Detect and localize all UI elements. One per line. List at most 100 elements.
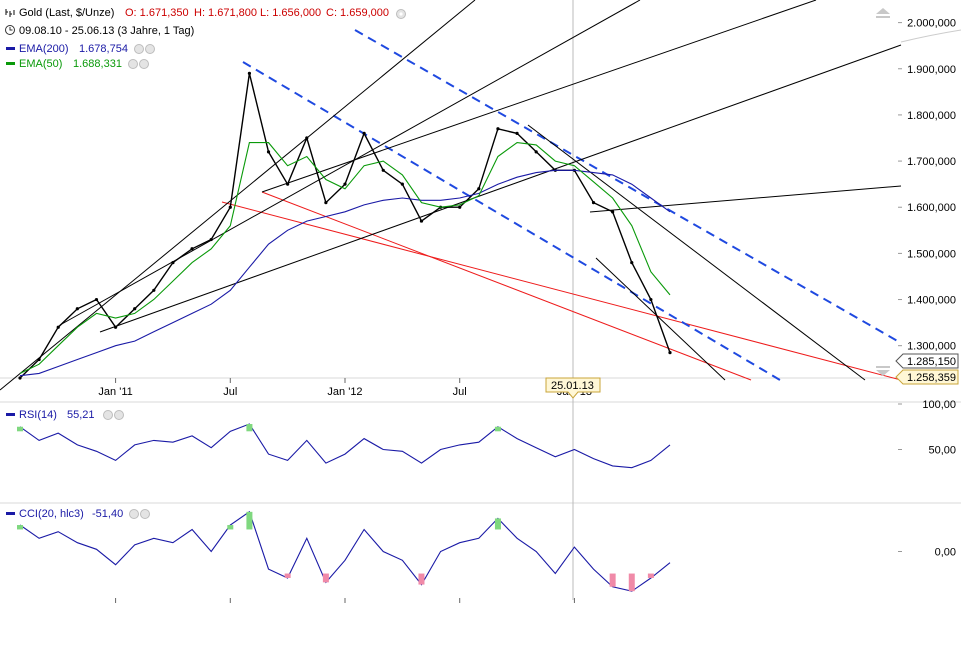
trend-blue-dashed-upper xyxy=(354,29,902,344)
price-point xyxy=(209,237,213,242)
price-y-tick-label: 1.700,000 xyxy=(907,156,956,168)
price-y-tick-label: 1.400,000 xyxy=(907,295,956,307)
x-tick-label: Jan '12 xyxy=(327,386,362,398)
price-point xyxy=(515,131,519,135)
cci-oversold-fill xyxy=(418,573,425,585)
ema50-label[interactable]: EMA(50) xyxy=(19,58,62,70)
crosshair-date-text: 25.01.13 xyxy=(551,380,594,392)
price-point xyxy=(381,168,385,172)
price-series xyxy=(18,71,672,380)
price-y-tick-label: 2.000,000 xyxy=(907,18,956,30)
last-price-tag-text: 1.285,150 xyxy=(907,356,956,368)
cci-overbought-fill xyxy=(494,518,501,530)
close-value: C: 1.659,000 xyxy=(326,7,389,19)
price-point xyxy=(113,325,118,329)
price-y-tick-label: 1.900,000 xyxy=(907,64,956,76)
cci-settings-icon[interactable] xyxy=(129,509,150,519)
price-point xyxy=(343,182,347,186)
ema200-line xyxy=(19,169,671,377)
price-point xyxy=(94,297,99,302)
cci-color-swatch xyxy=(6,512,15,515)
rsi-overbought-fill xyxy=(494,426,501,432)
cci-value: -51,40 xyxy=(92,508,123,520)
x-tick-label: Jan '11 xyxy=(98,386,132,398)
cci-oversold-fill xyxy=(628,573,635,592)
price-point xyxy=(419,219,424,223)
ema50-settings-icon[interactable] xyxy=(128,59,149,69)
price-point xyxy=(534,150,538,154)
price-point xyxy=(630,261,634,265)
price-y-axis: 1.300,000 1.400,000 1.500,000 1.600,000 1.70… xyxy=(898,18,956,353)
ema200-value: 1.678,754 xyxy=(79,43,128,55)
period-range[interactable]: 09.08.10 - 25.06.13 (3 Jahre, 1 Tag) xyxy=(19,25,194,37)
trend-black-2 xyxy=(59,0,641,326)
rsi-settings-icon[interactable] xyxy=(103,410,124,420)
price-point xyxy=(266,150,271,154)
price-y-tick-label: 1.500,000 xyxy=(907,248,956,260)
price-point xyxy=(37,357,41,362)
price-point xyxy=(458,205,462,209)
trend-black-6 xyxy=(527,124,866,381)
cci-series: 0,00 xyxy=(17,510,956,592)
price-point xyxy=(171,261,175,265)
ema200-label[interactable]: EMA(200) xyxy=(19,43,69,55)
open-value: O: 1.671,350 xyxy=(125,7,189,19)
rsi-value: 55,21 xyxy=(67,409,95,421)
price-y-tick-label: 1.800,000 xyxy=(907,110,956,122)
ema200-settings-icon[interactable] xyxy=(134,44,155,54)
cci-overbought-fill xyxy=(17,525,23,530)
price-y-tick-label: 1.300,000 xyxy=(907,341,956,353)
clock-icon xyxy=(5,25,15,35)
instrument-name[interactable]: Gold (Last, $/Unze) xyxy=(19,7,114,19)
ema50-line xyxy=(19,142,671,374)
ema50-color-swatch xyxy=(6,62,15,65)
price-point xyxy=(477,187,481,191)
price-point xyxy=(305,136,309,140)
price-y-tick-label: 1.600,000 xyxy=(907,202,956,214)
price-point xyxy=(286,182,290,186)
rsi-overbought-fill xyxy=(17,426,23,432)
price-point xyxy=(190,247,194,251)
price-point xyxy=(400,182,404,186)
trend-blue-dashed-lower xyxy=(242,61,781,381)
rsi-line xyxy=(19,423,671,469)
price-point xyxy=(228,205,232,209)
price-point xyxy=(611,210,615,214)
last-price-tag: 1.285,150 xyxy=(895,353,959,369)
legend: Gold (Last, $/Unze) O: 1.671,350 H: 1.67… xyxy=(5,7,406,520)
scroll-up-icon[interactable] xyxy=(876,8,890,18)
ema-price-tag: 1.258,359 xyxy=(895,369,959,385)
cci-label[interactable]: CCI(20, hlc3) xyxy=(19,508,84,520)
price-point xyxy=(133,307,137,311)
rsi-overbought-fill xyxy=(246,424,253,432)
ema200-color-swatch xyxy=(6,47,15,50)
trend-black-4 xyxy=(99,44,902,333)
low-value: L: 1.656,000 xyxy=(260,7,321,19)
cci-oversold-fill xyxy=(284,573,291,578)
price-point xyxy=(324,201,328,205)
x-tick-label: Jul xyxy=(453,386,467,398)
cci-oversold-fill xyxy=(322,573,329,583)
trend-black-7 xyxy=(595,257,726,381)
settings-gear-icon[interactable] xyxy=(396,9,406,19)
price-point xyxy=(362,131,366,135)
cci-overbought-fill xyxy=(246,511,253,530)
cci-overbought-fill xyxy=(227,525,234,530)
price-point xyxy=(649,297,653,302)
price-point xyxy=(56,325,60,329)
ema-price-tag-text: 1.258,359 xyxy=(907,372,956,384)
crosshair-date-tag: 25.01.13 xyxy=(545,377,601,399)
trend-red-upper xyxy=(221,201,902,381)
price-point xyxy=(668,351,672,355)
trend-black-3 xyxy=(261,0,817,193)
x-tick-label: Jul xyxy=(223,386,237,398)
trend-red-lower xyxy=(261,191,752,381)
scroll-down-icon[interactable] xyxy=(876,366,890,376)
rsi-series: 50,00 100,00 xyxy=(17,399,956,469)
rsi-label[interactable]: RSI(14) xyxy=(19,409,57,421)
price-point xyxy=(496,127,500,131)
price-point xyxy=(75,307,79,311)
chart-type-icon xyxy=(5,9,15,17)
